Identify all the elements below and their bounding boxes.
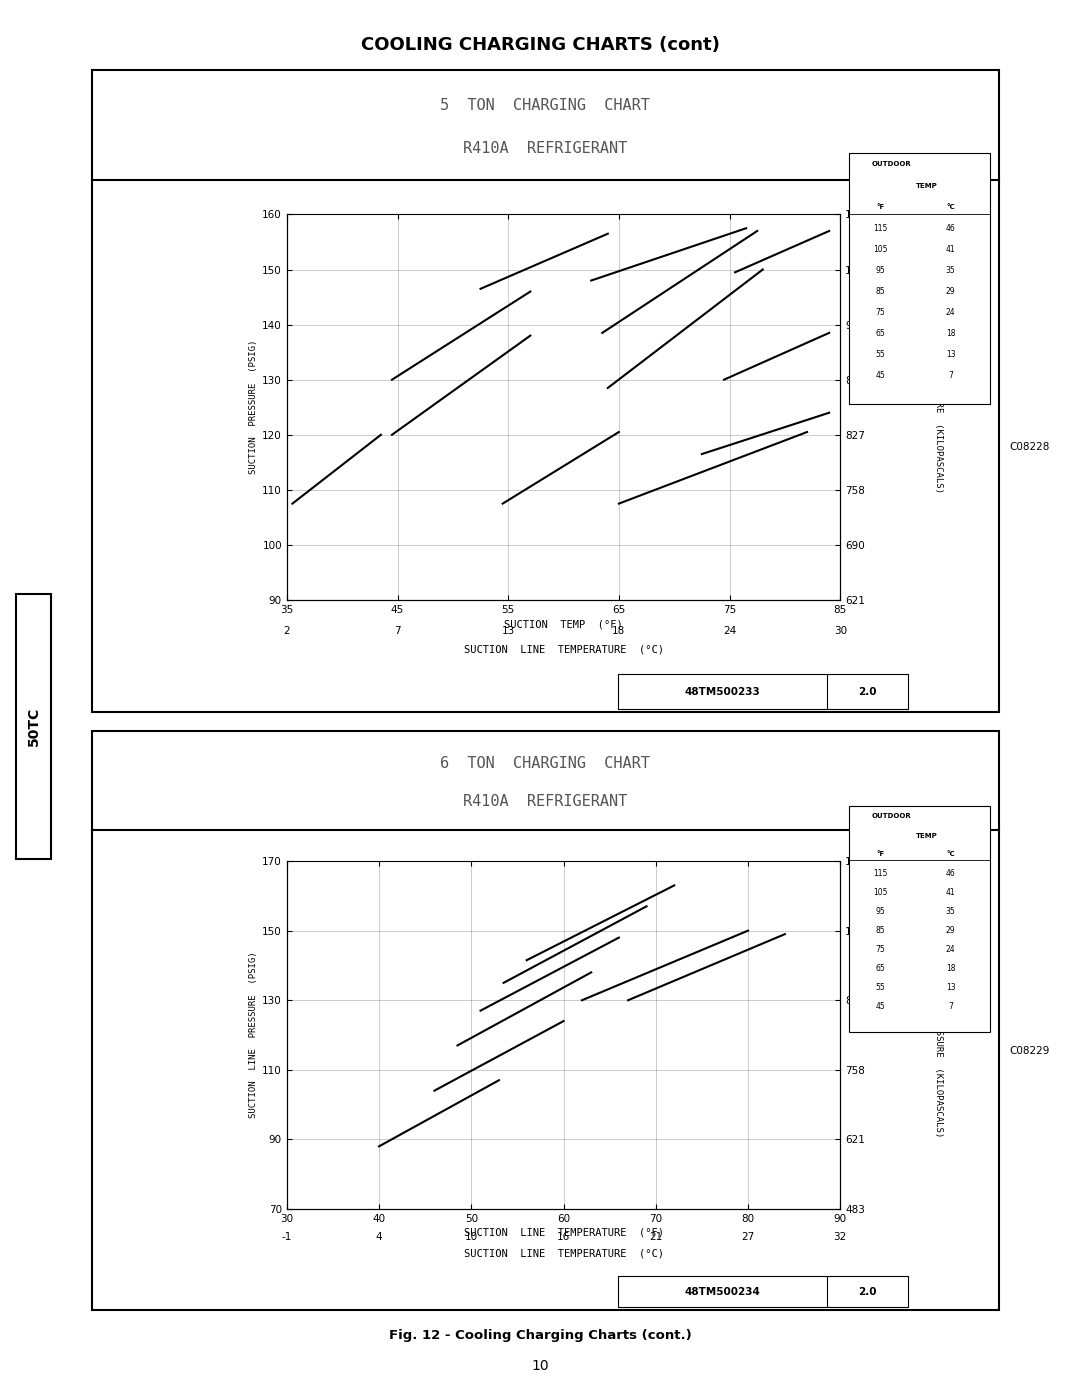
Text: SUCTION  LINE  TEMPERATURE  (°C): SUCTION LINE TEMPERATURE (°C) (463, 1248, 663, 1259)
Text: 95: 95 (876, 265, 886, 275)
Text: 75: 75 (876, 307, 886, 317)
Text: OUTDOOR: OUTDOOR (872, 813, 912, 819)
Text: 48TM500233: 48TM500233 (685, 686, 760, 697)
Text: R410A  REFRIGERANT: R410A REFRIGERANT (463, 793, 627, 809)
Text: 24: 24 (946, 946, 956, 954)
Y-axis label: SUCTION  PRESSURE  (PSIG): SUCTION PRESSURE (PSIG) (249, 339, 258, 475)
Text: OUTDOOR: OUTDOOR (872, 161, 912, 166)
Text: 95: 95 (876, 907, 886, 916)
Text: 2: 2 (284, 626, 291, 636)
Text: 24: 24 (723, 626, 737, 636)
Text: TEMP: TEMP (916, 833, 937, 840)
Text: 13: 13 (946, 983, 956, 992)
Text: 48TM500234: 48TM500234 (685, 1287, 760, 1296)
Text: 16: 16 (557, 1232, 570, 1242)
Text: 7: 7 (394, 626, 401, 636)
Text: 35: 35 (946, 265, 956, 275)
Text: 55: 55 (876, 351, 886, 359)
Text: C08229: C08229 (1010, 1045, 1050, 1056)
Text: 105: 105 (873, 244, 888, 254)
Text: 35: 35 (946, 907, 956, 916)
Text: 5  TON  CHARGING  CHART: 5 TON CHARGING CHART (441, 98, 650, 113)
Text: 65: 65 (876, 330, 886, 338)
Text: 18: 18 (612, 626, 625, 636)
Text: °C: °C (946, 851, 955, 858)
Text: 10: 10 (531, 1359, 549, 1373)
Text: 45: 45 (876, 1002, 886, 1011)
Text: C08228: C08228 (1010, 441, 1050, 453)
X-axis label: SUCTION  LINE  TEMPERATURE  (°F): SUCTION LINE TEMPERATURE (°F) (463, 1228, 663, 1238)
Text: 6  TON  CHARGING  CHART: 6 TON CHARGING CHART (441, 756, 650, 771)
Text: 46: 46 (946, 869, 956, 879)
Y-axis label: SUCTION  LINE  PRESSURE  (KILOPASCALS): SUCTION LINE PRESSURE (KILOPASCALS) (934, 933, 943, 1137)
Text: 24: 24 (946, 307, 956, 317)
Text: 27: 27 (741, 1232, 755, 1242)
Text: 30: 30 (834, 626, 847, 636)
Text: 105: 105 (873, 888, 888, 897)
Text: -1: -1 (282, 1232, 292, 1242)
Text: COOLING CHARGING CHARTS (cont): COOLING CHARGING CHARTS (cont) (361, 36, 719, 53)
Text: 55: 55 (876, 983, 886, 992)
Text: 13: 13 (501, 626, 515, 636)
Y-axis label: SUCTION  LINE  PRESSURE  (PSIG): SUCTION LINE PRESSURE (PSIG) (249, 951, 258, 1119)
Text: 85: 85 (876, 286, 886, 296)
Text: 85: 85 (876, 926, 886, 935)
Y-axis label: SUCTION  PRESSURE  (KILOPASCALS): SUCTION PRESSURE (KILOPASCALS) (934, 321, 943, 493)
Text: °F: °F (876, 204, 885, 210)
Text: 2.0: 2.0 (859, 1287, 877, 1296)
Text: °F: °F (876, 851, 885, 858)
Text: 2.0: 2.0 (859, 686, 877, 697)
Text: 21: 21 (649, 1232, 662, 1242)
X-axis label: SUCTION  TEMP  (°F): SUCTION TEMP (°F) (504, 619, 623, 629)
Text: 18: 18 (946, 964, 956, 974)
Text: 45: 45 (876, 372, 886, 380)
Text: 32: 32 (834, 1232, 847, 1242)
Text: SUCTION  LINE  TEMPERATURE  (°C): SUCTION LINE TEMPERATURE (°C) (463, 644, 663, 655)
Text: 75: 75 (876, 946, 886, 954)
Text: Fig. 12 - Cooling Charging Charts (cont.): Fig. 12 - Cooling Charging Charts (cont.… (389, 1329, 691, 1343)
Text: 115: 115 (873, 869, 888, 879)
Text: 4: 4 (376, 1232, 382, 1242)
Text: 46: 46 (946, 224, 956, 233)
Text: 65: 65 (876, 964, 886, 974)
Text: TEMP: TEMP (916, 183, 937, 190)
Text: 29: 29 (946, 926, 956, 935)
Text: 41: 41 (946, 888, 956, 897)
Text: 10: 10 (464, 1232, 477, 1242)
Text: 29: 29 (946, 286, 956, 296)
Text: R410A  REFRIGERANT: R410A REFRIGERANT (463, 141, 627, 156)
Text: 50TC: 50TC (27, 707, 40, 746)
Text: 7: 7 (948, 372, 953, 380)
Text: 115: 115 (873, 224, 888, 233)
Text: °C: °C (946, 204, 955, 210)
Text: 41: 41 (946, 244, 956, 254)
Text: 7: 7 (948, 1002, 953, 1011)
Text: 13: 13 (946, 351, 956, 359)
Text: 18: 18 (946, 330, 956, 338)
